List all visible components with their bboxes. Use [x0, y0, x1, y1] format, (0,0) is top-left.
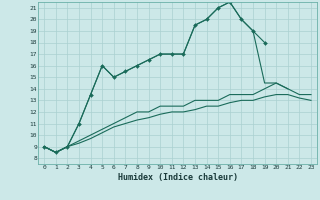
X-axis label: Humidex (Indice chaleur): Humidex (Indice chaleur) [118, 173, 238, 182]
